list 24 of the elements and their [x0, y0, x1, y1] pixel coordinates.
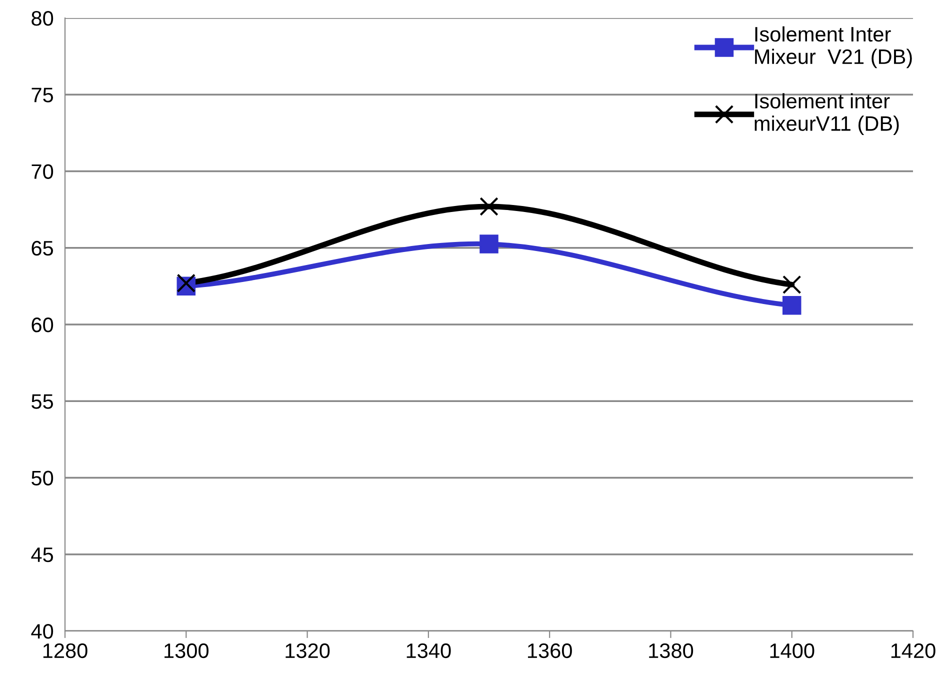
point — [782, 275, 802, 294]
point — [480, 197, 498, 216]
x-tick-label: 1320 — [286, 643, 330, 658]
y-tick-label: 75 — [32, 88, 54, 102]
legend-label: Isolement Inter Mixeur V21 (DB) — [755, 26, 912, 68]
x-tick-label: 1300 — [164, 643, 209, 658]
y-tick-label: 60 — [32, 318, 54, 332]
x-tick-label: 1360 — [528, 643, 572, 658]
x-tick-label: 1340 — [406, 643, 451, 658]
y-tick-label: 50 — [32, 470, 54, 486]
point — [480, 234, 498, 254]
x-tick-label: 1420 — [891, 643, 936, 658]
x-tick-label: 1280 — [43, 643, 88, 658]
y-tick-label: 55 — [32, 394, 54, 409]
y-tick-label: 65 — [32, 240, 54, 256]
point — [782, 296, 802, 315]
y-tick-label: 45 — [31, 548, 54, 562]
y-tick-label: 80 — [32, 11, 54, 26]
legend-label: Isolement inter mixeurV11 (DB) — [754, 93, 899, 136]
y-tick-label: 70 — [32, 164, 54, 180]
x-tick-label: 1400 — [770, 643, 814, 658]
y-tick-label: 40 — [31, 624, 54, 639]
x-tick-label: 1380 — [649, 643, 694, 658]
point — [176, 274, 196, 292]
